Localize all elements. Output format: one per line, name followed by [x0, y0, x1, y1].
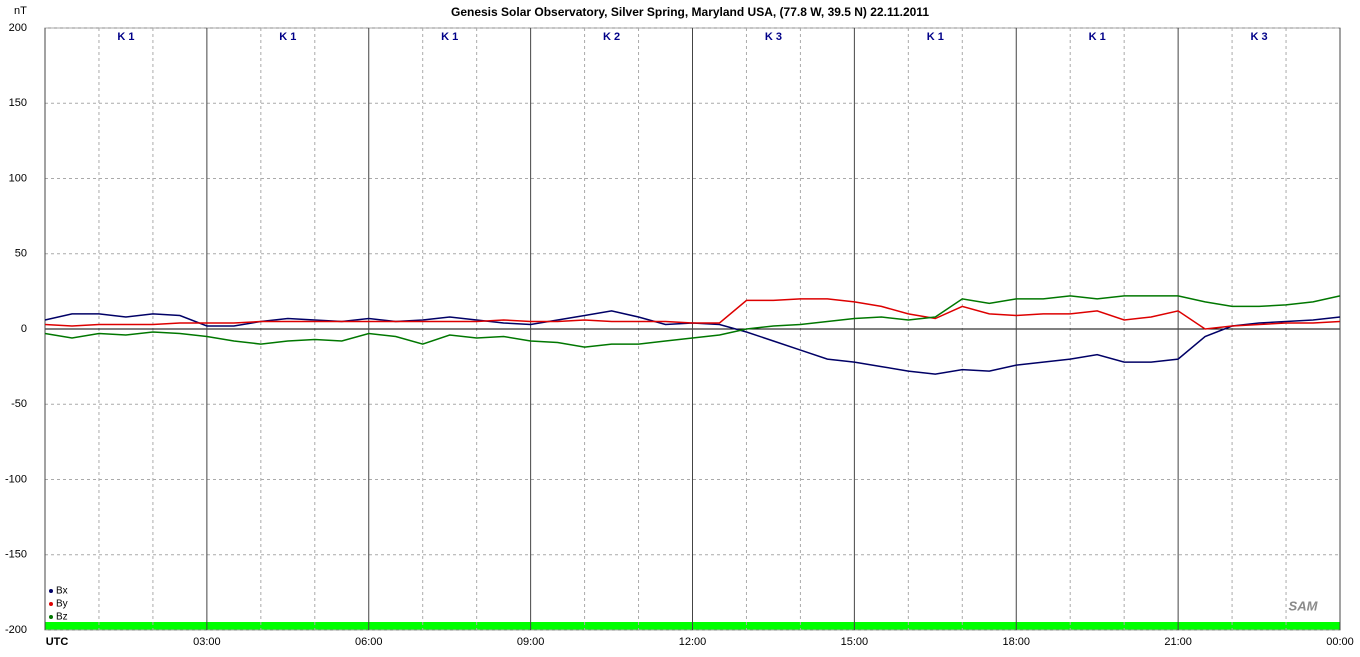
- legend-marker: [49, 615, 53, 619]
- k-index-label: K 1: [279, 31, 296, 43]
- y-tick-label: -100: [5, 473, 27, 485]
- legend-label: Bz: [56, 612, 68, 623]
- x-tick-label: 18:00: [1002, 636, 1030, 648]
- k-index-label: K 1: [441, 31, 458, 43]
- k-index-label: K 3: [765, 31, 782, 43]
- k-index-label: K 1: [1089, 31, 1106, 43]
- k-index-label: K 2: [603, 31, 620, 43]
- y-tick-label: 200: [9, 22, 27, 34]
- x-tick-label: 09:00: [517, 636, 545, 648]
- series-line: [44, 295, 1341, 348]
- x-tick-label: 03:00: [193, 636, 221, 648]
- legend-marker: [49, 602, 53, 606]
- y-axis-label: nT: [14, 5, 27, 17]
- logo: SAM: [1289, 598, 1319, 613]
- y-tick-label: 150: [9, 97, 27, 109]
- legend-marker: [49, 589, 53, 593]
- y-tick-label: -50: [11, 398, 27, 410]
- y-tick-label: 100: [9, 172, 27, 184]
- chart-title: Genesis Solar Observatory, Silver Spring…: [451, 5, 929, 19]
- legend-label: Bx: [56, 586, 68, 597]
- x-tick-label: 21:00: [1164, 636, 1192, 648]
- legend-label: By: [56, 599, 68, 610]
- k-index-label: K 3: [1251, 31, 1268, 43]
- x-tick-label: 06:00: [355, 636, 383, 648]
- x-tick-label: UTC: [46, 636, 69, 648]
- k-index-label: K 1: [927, 31, 944, 43]
- x-tick-label: 15:00: [841, 636, 869, 648]
- k-index-label: K 1: [117, 31, 134, 43]
- x-tick-label: 12:00: [679, 636, 707, 648]
- y-tick-label: 0: [21, 323, 27, 335]
- y-tick-label: -200: [5, 624, 27, 636]
- y-tick-label: 50: [15, 248, 27, 260]
- x-tick-label: 00:00: [1326, 636, 1354, 648]
- series-line: [44, 298, 1341, 330]
- y-tick-label: -150: [5, 549, 27, 561]
